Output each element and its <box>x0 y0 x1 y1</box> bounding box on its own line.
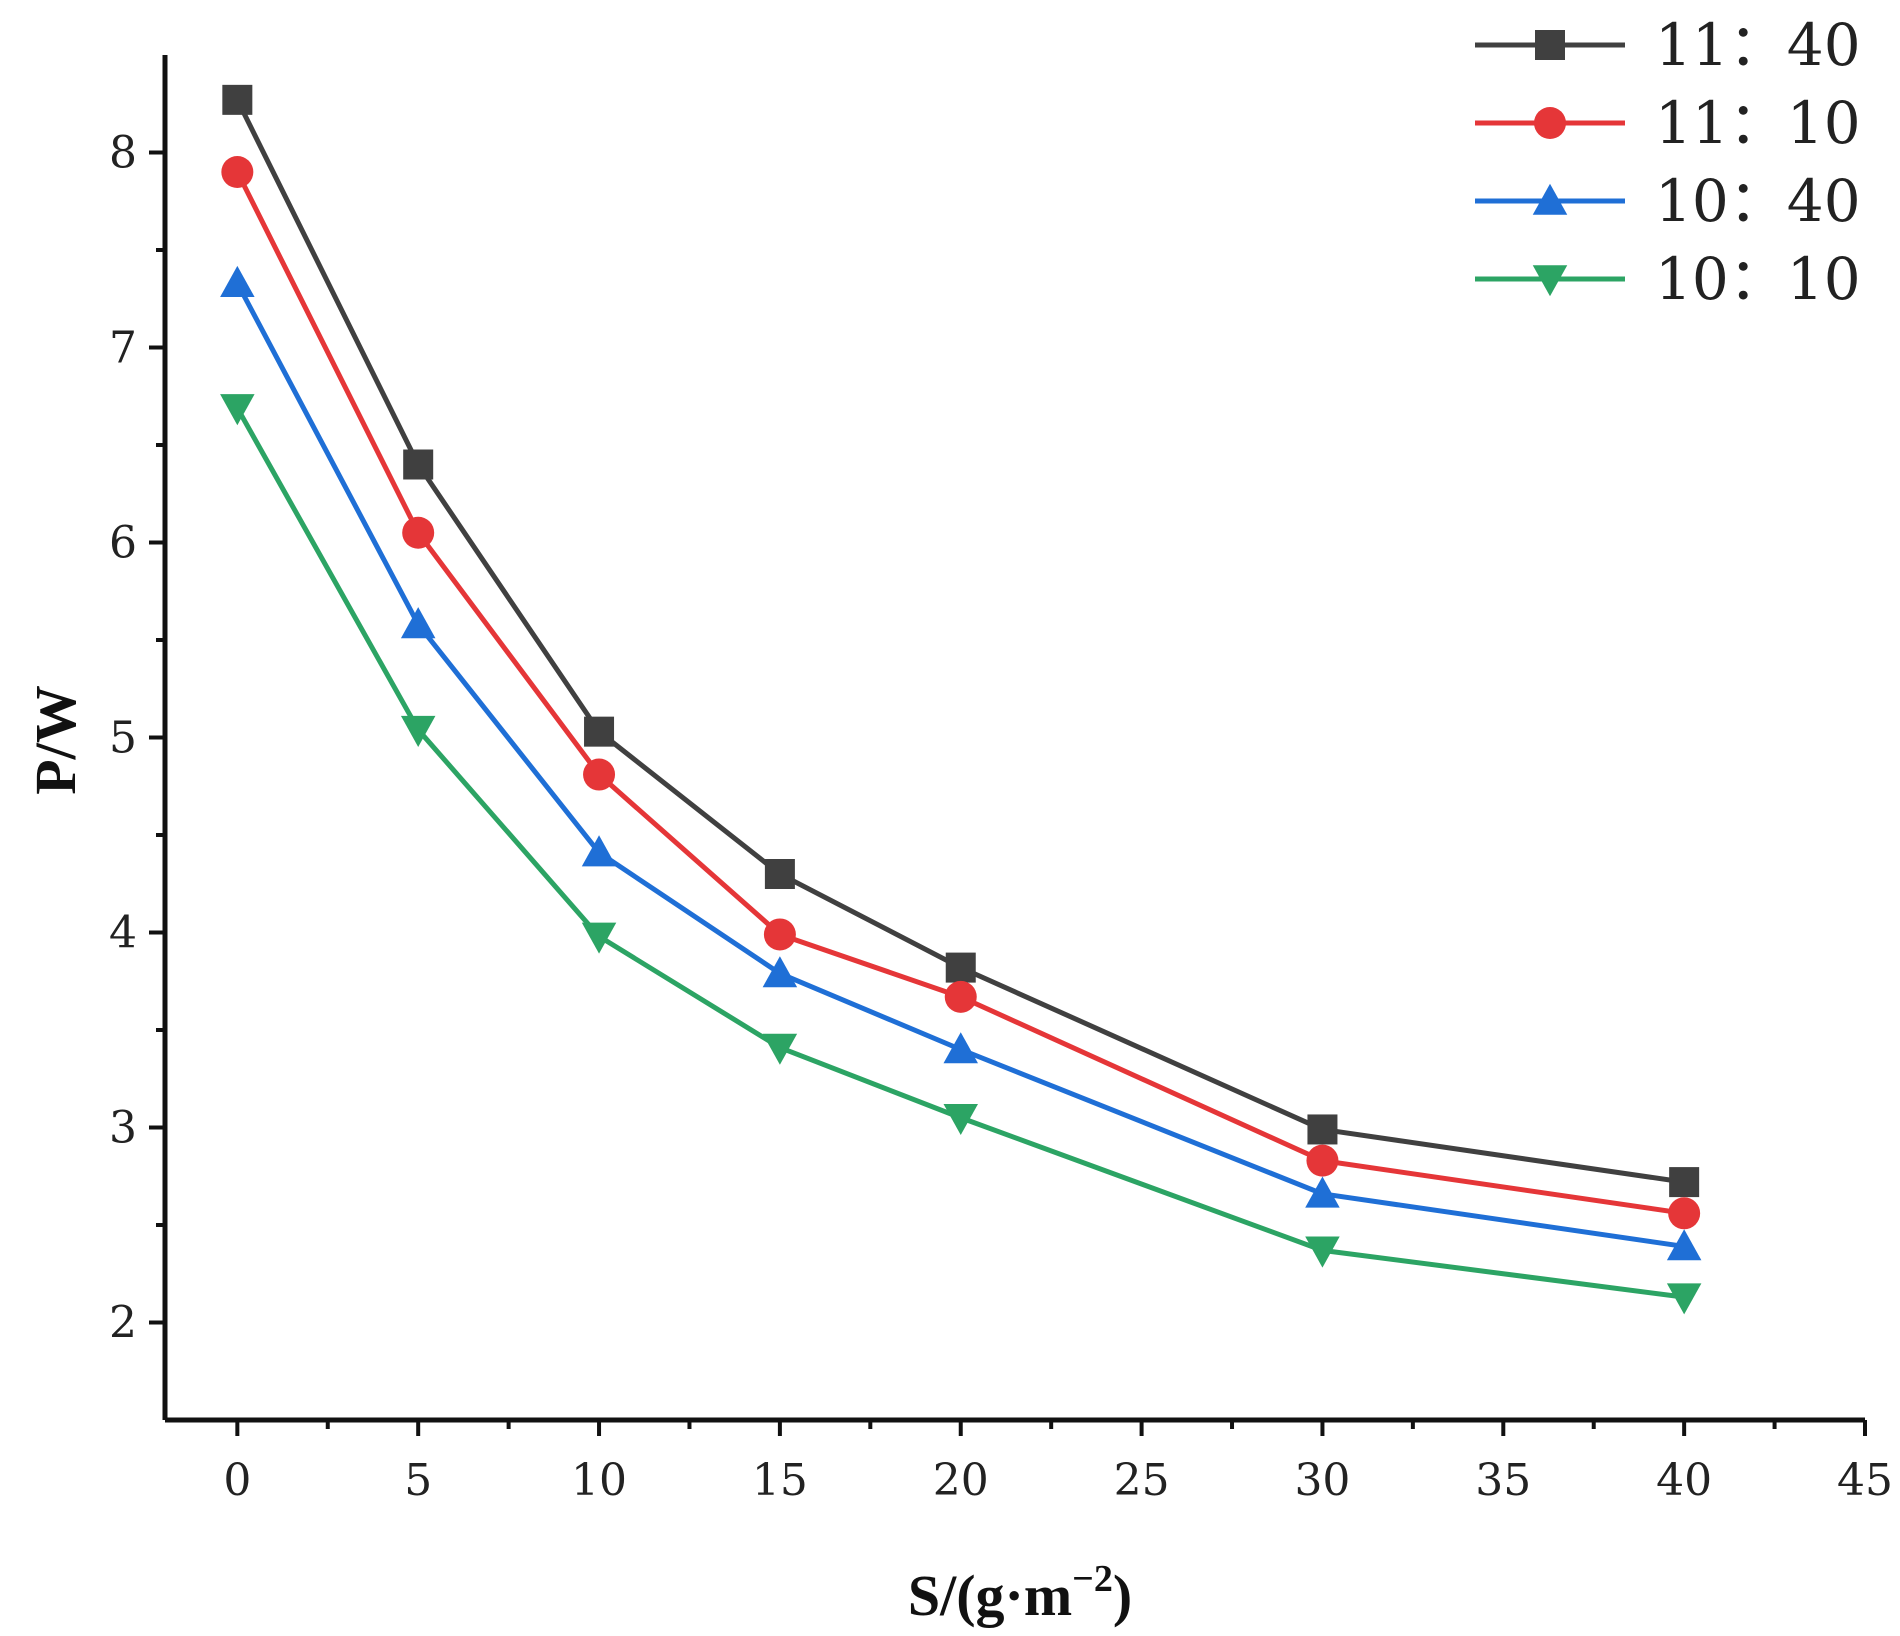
x-tick-label: 20 <box>933 1455 989 1506</box>
data-point <box>944 980 977 1013</box>
data-point <box>1305 1176 1340 1208</box>
legend-marker <box>1534 107 1566 139</box>
data-point <box>1666 1229 1702 1261</box>
data-point <box>403 449 434 480</box>
legend-label: 11：40 <box>1655 11 1861 79</box>
data-point <box>1666 1283 1702 1315</box>
legend-item: 10：10 <box>1475 245 1861 313</box>
data-point <box>400 607 436 639</box>
data-point <box>1668 1197 1701 1230</box>
data-point <box>1306 1144 1339 1177</box>
legend: 11：40 11：10 10：40 10：10 <box>1475 11 1861 313</box>
data-point <box>1305 1236 1340 1268</box>
y-tick-label: 4 <box>109 908 137 959</box>
x-axis-title-main: S/(g·m <box>908 1563 1072 1628</box>
series-group <box>220 84 1702 1315</box>
series-1 <box>221 156 1701 1230</box>
y-axis-title: P/W <box>23 685 88 795</box>
data-point <box>945 952 976 983</box>
y-tick-label: 2 <box>109 1298 137 1349</box>
data-point <box>400 715 436 747</box>
series-3 <box>220 394 1702 1315</box>
x-tick-label: 30 <box>1294 1455 1350 1506</box>
legend-marker <box>1535 30 1565 60</box>
x-tick-label: 10 <box>571 1455 627 1506</box>
x-tick-label: 35 <box>1475 1455 1531 1506</box>
data-point <box>762 956 798 988</box>
legend-marker <box>1532 183 1568 215</box>
data-point <box>584 716 615 747</box>
legend-item: 11：40 <box>1475 11 1861 79</box>
data-point <box>220 265 255 297</box>
y-tick-label: 6 <box>109 518 137 569</box>
x-axis-title-superscript: −2 <box>1072 1558 1113 1600</box>
data-point <box>220 394 255 426</box>
data-point <box>402 516 435 549</box>
legend-item: 11：10 <box>1475 89 1861 157</box>
x-tick-label: 40 <box>1656 1455 1712 1506</box>
data-point <box>762 1033 798 1065</box>
x-axis-title: S/(g·m−2) <box>908 1558 1132 1628</box>
y-tick-label: 8 <box>109 128 137 179</box>
data-point <box>943 1032 978 1064</box>
series-0 <box>222 84 1700 1198</box>
legend-label: 11：10 <box>1655 89 1861 157</box>
data-point <box>581 922 617 954</box>
data-point <box>222 84 253 115</box>
data-point <box>1669 1167 1700 1198</box>
series-line <box>235 281 1685 1249</box>
y-tick-label: 5 <box>109 713 137 764</box>
data-point <box>1307 1114 1338 1145</box>
series-line <box>235 98 1685 1185</box>
data-point <box>763 918 796 951</box>
x-tick-label: 45 <box>1837 1455 1893 1506</box>
legend-marker <box>1532 265 1568 297</box>
x-tick-label: 0 <box>223 1455 251 1506</box>
legend-item: 10：40 <box>1475 167 1861 235</box>
data-point <box>221 156 254 188</box>
series-2 <box>220 265 1702 1261</box>
x-tick-label: 25 <box>1114 1455 1170 1506</box>
y-tick-label: 3 <box>109 1103 137 1154</box>
series-line <box>235 406 1685 1300</box>
legend-label: 10：10 <box>1655 245 1861 313</box>
data-point <box>581 835 617 867</box>
x-tick-label: 15 <box>752 1455 808 1506</box>
x-axis-title-close: ) <box>1113 1563 1132 1628</box>
legend-label: 10：40 <box>1655 167 1861 235</box>
data-point <box>764 859 795 889</box>
x-tick-label: 5 <box>404 1455 432 1506</box>
y-tick-label: 7 <box>109 323 137 374</box>
data-point <box>583 758 616 791</box>
data-point <box>943 1103 978 1135</box>
